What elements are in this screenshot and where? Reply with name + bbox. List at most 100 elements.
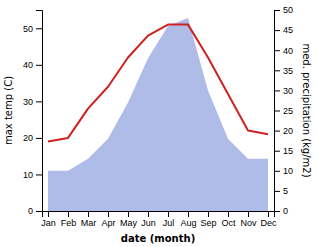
tick-mark (36, 28, 42, 29)
x-axis: Jan Feb Mar Apr MayJun Jul Aug Sep Oct NovDec (41, 211, 277, 228)
y2-axis: 0 5 10 15 20 25 30 35 40 45 50 (274, 5, 293, 216)
tick-mark (36, 211, 42, 212)
tick: 10 (274, 166, 293, 176)
tick: 50 (274, 5, 293, 15)
tick-mark (274, 70, 280, 71)
tick-label: 30 (283, 86, 293, 96)
tick: 25 (274, 106, 293, 116)
tick-mark (208, 211, 209, 217)
tick-mark (36, 65, 42, 66)
tick: 40 (23, 60, 42, 70)
tick: Jul (163, 211, 175, 228)
tick-label: Sep (200, 218, 216, 228)
tick-mark (128, 211, 129, 217)
tick: Mar (81, 211, 97, 228)
tick-mark (274, 191, 280, 192)
tick: 10 (23, 170, 42, 180)
tick: 0 (274, 206, 288, 216)
tick-mark (36, 101, 42, 102)
tick-mark (88, 211, 89, 217)
tick-label: 50 (283, 5, 293, 15)
tick: 40 (274, 46, 293, 56)
tick-label: 30 (23, 97, 33, 107)
tick-label: 0 (283, 206, 288, 216)
tick: Jun (141, 211, 156, 228)
axis-line (275, 11, 281, 212)
axis-line (36, 11, 43, 212)
tick: 50 (23, 24, 42, 34)
tick-label: Jan (41, 218, 56, 228)
tick-label: 40 (23, 60, 33, 70)
tick-label: Nov (240, 218, 257, 228)
tick-label: Aug (180, 218, 196, 228)
tick: 30 (274, 86, 293, 96)
chart: Jan Feb Mar Apr MayJun Jul Aug Sep Oct NovDec 0 10 2… (0, 0, 318, 247)
tick-label: 15 (283, 146, 293, 156)
x-axis-title: date (month) (121, 233, 195, 244)
tick: 35 (274, 66, 293, 76)
tick-mark (188, 211, 189, 217)
tick: 0 (28, 206, 42, 216)
tick-label: Feb (61, 218, 77, 228)
marks (48, 18, 268, 211)
tick-label: 45 (283, 25, 293, 35)
tick: 5 (274, 186, 288, 196)
tick-mark (274, 211, 280, 212)
tick: Nov (240, 211, 257, 228)
tick-mark (148, 211, 149, 217)
tick-label: 20 (283, 126, 293, 136)
tick-label: Jul (163, 218, 175, 228)
tick: Oct (221, 211, 236, 228)
tick: May (120, 211, 138, 228)
tick-label: 40 (283, 46, 293, 56)
y-axis-title: max temp (C) (3, 76, 14, 145)
tick-label: May (120, 218, 138, 228)
tick-mark (68, 211, 69, 217)
tick: 20 (274, 126, 293, 136)
tick-label: Oct (221, 218, 236, 228)
tick-mark (274, 30, 280, 31)
tick-mark (36, 138, 42, 139)
y2-axis-title: med. precipitation (kg/m2) (301, 43, 312, 177)
tick-label: 20 (23, 133, 33, 143)
tick-mark (228, 211, 229, 217)
tick-mark (268, 211, 269, 217)
tick-label: Dec (260, 218, 277, 228)
tick: 45 (274, 25, 293, 35)
tick: 30 (23, 97, 42, 107)
tick-label: Mar (81, 218, 97, 228)
tick-label: 10 (283, 166, 293, 176)
tick-label: 35 (283, 66, 293, 76)
tick-mark (274, 151, 280, 152)
tick-mark (274, 50, 280, 51)
tick-mark (248, 211, 249, 217)
tick: Feb (61, 211, 77, 228)
tick-mark (274, 131, 280, 132)
tick-label: Jun (141, 218, 156, 228)
tick-mark (274, 111, 280, 112)
tick-label: 50 (23, 24, 33, 34)
tick-label: 25 (283, 106, 293, 116)
temperature-line (48, 25, 268, 142)
tick-mark (108, 211, 109, 217)
tick: 20 (23, 133, 42, 143)
tick-label: 10 (23, 170, 33, 180)
tick: Dec (260, 211, 277, 228)
tick: Sep (200, 211, 216, 228)
tick: Apr (101, 211, 115, 228)
precipitation-area (48, 18, 268, 211)
tick-mark (274, 10, 280, 11)
axis-line (43, 212, 275, 218)
y-axis: 0 10 20 30 40 50 (23, 11, 43, 217)
tick-mark (48, 211, 49, 217)
tick-mark (36, 174, 42, 175)
tick-mark (168, 211, 169, 217)
tick-label: Apr (101, 218, 115, 228)
tick-mark (274, 90, 280, 91)
tick: Jan (41, 211, 56, 228)
plot: Jan Feb Mar Apr MayJun Jul Aug Sep Oct NovDec 0 10 2… (3, 5, 312, 244)
tick-label: 5 (283, 186, 288, 196)
tick: 15 (274, 146, 293, 156)
tick-label: 0 (28, 206, 33, 216)
tick-mark (274, 171, 280, 172)
